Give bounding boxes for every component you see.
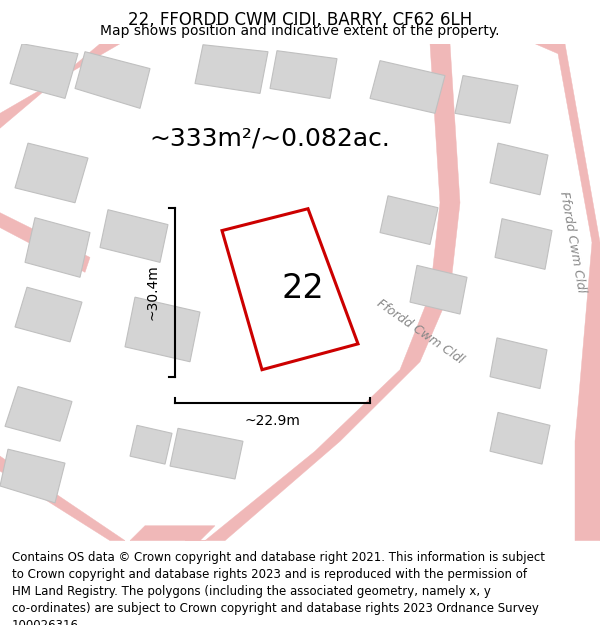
Polygon shape (455, 76, 518, 123)
Text: Ffordd Cwm Cldl: Ffordd Cwm Cldl (557, 191, 587, 294)
Polygon shape (0, 449, 65, 503)
Text: Contains OS data © Crown copyright and database right 2021. This information is : Contains OS data © Crown copyright and d… (12, 551, 545, 625)
Polygon shape (380, 196, 438, 244)
Polygon shape (0, 44, 120, 128)
Polygon shape (15, 143, 88, 202)
Polygon shape (15, 288, 82, 342)
Text: ~333m²/~0.082ac.: ~333m²/~0.082ac. (149, 126, 391, 150)
Polygon shape (370, 61, 445, 113)
Text: 22: 22 (281, 272, 324, 305)
Polygon shape (170, 428, 243, 479)
Polygon shape (495, 219, 552, 269)
Polygon shape (410, 266, 467, 314)
Polygon shape (490, 412, 550, 464)
Polygon shape (75, 52, 150, 108)
Text: ~22.9m: ~22.9m (245, 414, 301, 428)
Text: Map shows position and indicative extent of the property.: Map shows position and indicative extent… (100, 24, 500, 38)
Polygon shape (100, 210, 168, 262)
Polygon shape (130, 526, 215, 541)
Polygon shape (0, 213, 90, 272)
Polygon shape (222, 209, 358, 370)
Text: ~30.4m: ~30.4m (146, 264, 160, 320)
Polygon shape (535, 44, 600, 541)
Polygon shape (0, 456, 125, 541)
Polygon shape (5, 387, 72, 441)
Polygon shape (490, 143, 548, 195)
Text: Ffordd Cwm Cldl: Ffordd Cwm Cldl (374, 297, 466, 367)
Polygon shape (490, 338, 547, 389)
Polygon shape (195, 45, 268, 93)
Polygon shape (270, 51, 337, 98)
Polygon shape (185, 44, 460, 541)
Polygon shape (125, 297, 200, 362)
Polygon shape (25, 217, 90, 278)
Polygon shape (10, 44, 78, 98)
Polygon shape (130, 426, 172, 464)
Text: 22, FFORDD CWM CIDI, BARRY, CF62 6LH: 22, FFORDD CWM CIDI, BARRY, CF62 6LH (128, 11, 472, 29)
